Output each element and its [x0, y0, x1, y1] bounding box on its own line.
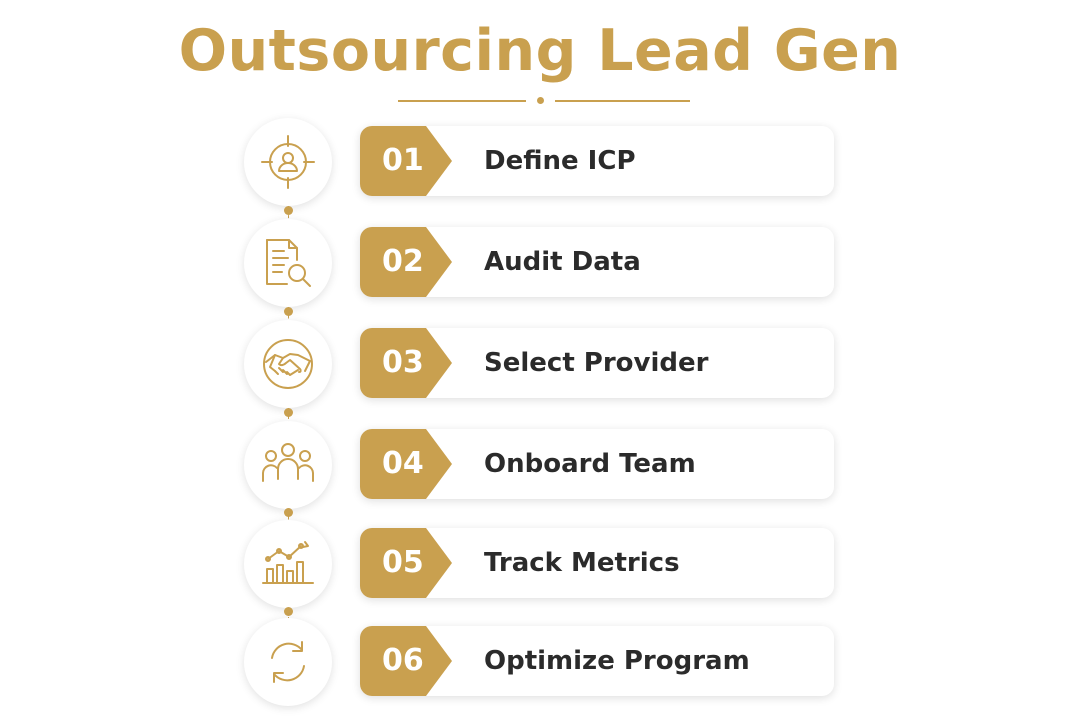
connector-dot [284, 508, 293, 517]
target-user-icon [244, 118, 332, 206]
step-number: 02 [360, 227, 452, 297]
step-label: Select Provider [484, 348, 709, 378]
step-2: 02 Audit Data [0, 219, 1080, 311]
page-title: Outsourcing Lead Gen [178, 18, 902, 84]
step-card: 02 Audit Data [360, 227, 834, 297]
step-4: 04 Onboard Team [0, 421, 1080, 513]
title-divider [398, 94, 690, 108]
step-card: 06 Optimize Program [360, 626, 834, 696]
connector-dot [284, 408, 293, 417]
connector-dot [284, 206, 293, 215]
step-card: 01 Define ICP [360, 126, 834, 196]
step-6: 06 Optimize Program [0, 618, 1080, 710]
refresh-icon [244, 618, 332, 706]
step-card: 05 Track Metrics [360, 528, 834, 598]
connector-dot [284, 307, 293, 316]
step-label: Audit Data [484, 247, 641, 277]
step-card: 03 Select Provider [360, 328, 834, 398]
step-label: Define ICP [484, 146, 636, 176]
step-number: 04 [360, 429, 452, 499]
step-label: Onboard Team [484, 449, 696, 479]
step-label: Optimize Program [484, 646, 750, 676]
step-number: 05 [360, 528, 452, 598]
bar-chart-icon [244, 520, 332, 608]
team-icon [244, 421, 332, 509]
step-5: 05 Track Metrics [0, 520, 1080, 612]
step-label: Track Metrics [484, 548, 680, 578]
document-search-icon [244, 219, 332, 307]
step-number: 03 [360, 328, 452, 398]
handshake-icon [244, 320, 332, 408]
step-number: 01 [360, 126, 452, 196]
step-3: 03 Select Provider [0, 320, 1080, 412]
connector-dot [284, 607, 293, 616]
step-number: 06 [360, 626, 452, 696]
step-1: 01 Define ICP [0, 118, 1080, 210]
step-card: 04 Onboard Team [360, 429, 834, 499]
